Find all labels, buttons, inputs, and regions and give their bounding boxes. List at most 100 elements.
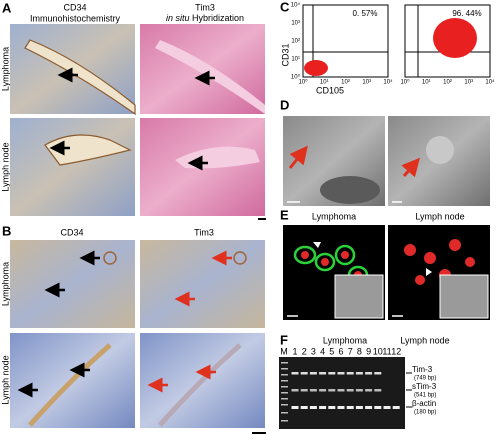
percentage: 96. 44%: [452, 9, 481, 18]
band: [319, 406, 327, 409]
y-tick-label: 10¹: [291, 57, 300, 63]
ladder-band: [281, 380, 288, 382]
band: [346, 389, 354, 392]
band: [291, 372, 299, 375]
y-tick-label: 10⁰: [291, 74, 301, 81]
band: [346, 406, 354, 409]
x-tick-label: 10⁰: [400, 79, 410, 86]
band-size: (749 bp): [414, 376, 436, 382]
y-tick-label: 10²: [291, 39, 300, 45]
band: [309, 372, 317, 375]
lane-label: 10: [373, 346, 383, 356]
column-title: CD34: [63, 2, 86, 12]
lane-label: 4: [320, 346, 325, 356]
band: [337, 389, 345, 392]
x-tick-label: 10²: [341, 80, 350, 86]
ladder-band: [281, 392, 288, 394]
band: [355, 406, 363, 409]
band: [355, 389, 363, 392]
axis-label: CD31: [280, 43, 290, 66]
band: [300, 372, 308, 375]
axis-label: CD105: [316, 85, 344, 95]
band: [346, 372, 354, 375]
lane-label: 6: [338, 346, 343, 356]
x-tick-label: 10¹: [320, 80, 329, 86]
ladder-band: [281, 420, 288, 422]
cells: [293, 242, 369, 285]
lane-label: 2: [302, 346, 307, 356]
vessel: [44, 134, 132, 166]
vessel: [233, 251, 247, 265]
column-title: CD34: [60, 227, 83, 237]
band: [319, 389, 327, 392]
band: [365, 372, 373, 375]
nucleus: [320, 176, 380, 204]
band: [355, 372, 363, 375]
panel-label: E: [280, 207, 289, 222]
panel-label: D: [280, 97, 289, 112]
image-title: Lymphoma: [312, 211, 356, 221]
inset: [439, 274, 489, 319]
column-subtitle: Immunohistochemistry: [30, 13, 121, 23]
ladder-band: [281, 398, 288, 400]
ladder-band: [281, 368, 288, 370]
band: [365, 406, 373, 409]
ladder-band: [281, 404, 288, 406]
band: [337, 406, 345, 409]
vessel: [28, 343, 112, 427]
y-tick-label: 10³: [291, 21, 300, 27]
group-label: Lymphoma: [323, 335, 367, 345]
arrow: [288, 145, 308, 169]
row-label: Lymphoma: [0, 262, 10, 306]
band: [300, 389, 308, 392]
row-label: Lymphoma: [0, 47, 10, 91]
x-tick-label: 10¹: [422, 80, 431, 86]
x-tick-label: 10⁰: [298, 79, 308, 86]
x-tick-label: 10⁴: [485, 79, 495, 86]
band-name: Tim-3: [412, 365, 433, 374]
lane-label: 9: [366, 346, 371, 356]
band: [392, 406, 400, 409]
ladder-band: [281, 386, 288, 388]
lane-label: 1: [292, 346, 297, 356]
band: [328, 372, 336, 375]
text: Hybridization: [192, 13, 244, 23]
italic-text: in situ: [166, 13, 190, 23]
band: [300, 406, 308, 409]
micrograph: [10, 118, 135, 216]
dot-cloud: [433, 18, 477, 58]
band: [383, 406, 391, 409]
band: [309, 406, 317, 409]
band-size: (541 bp): [414, 393, 436, 399]
image-title: Lymph node: [415, 211, 464, 221]
band: [319, 372, 327, 375]
arrow: [401, 157, 420, 178]
dot-cloud: [304, 60, 328, 76]
ladder-band: [281, 374, 288, 376]
band: [291, 389, 299, 392]
band: [365, 389, 373, 392]
panel-label: A: [2, 0, 12, 15]
column-title: Tim3: [194, 227, 214, 237]
panel-label: C: [280, 0, 290, 14]
ladder-band: [281, 362, 288, 364]
lane-label: 8: [357, 346, 362, 356]
inset: [334, 274, 384, 319]
vessel: [24, 39, 136, 116]
x-tick-label: 10³: [464, 80, 473, 86]
percentage: 0. 57%: [353, 9, 378, 18]
band: [309, 389, 317, 392]
column-subtitle: in situ Hybridization: [166, 13, 244, 23]
band: [374, 389, 382, 392]
band: [374, 406, 382, 409]
x-tick-label: 10²: [443, 80, 452, 86]
micrograph: [10, 240, 135, 328]
band: [374, 372, 382, 375]
gel: [279, 357, 405, 429]
band: [337, 372, 345, 375]
panel-label: B: [2, 223, 11, 238]
band: [291, 406, 299, 409]
band-name: sTim-3: [412, 382, 437, 391]
